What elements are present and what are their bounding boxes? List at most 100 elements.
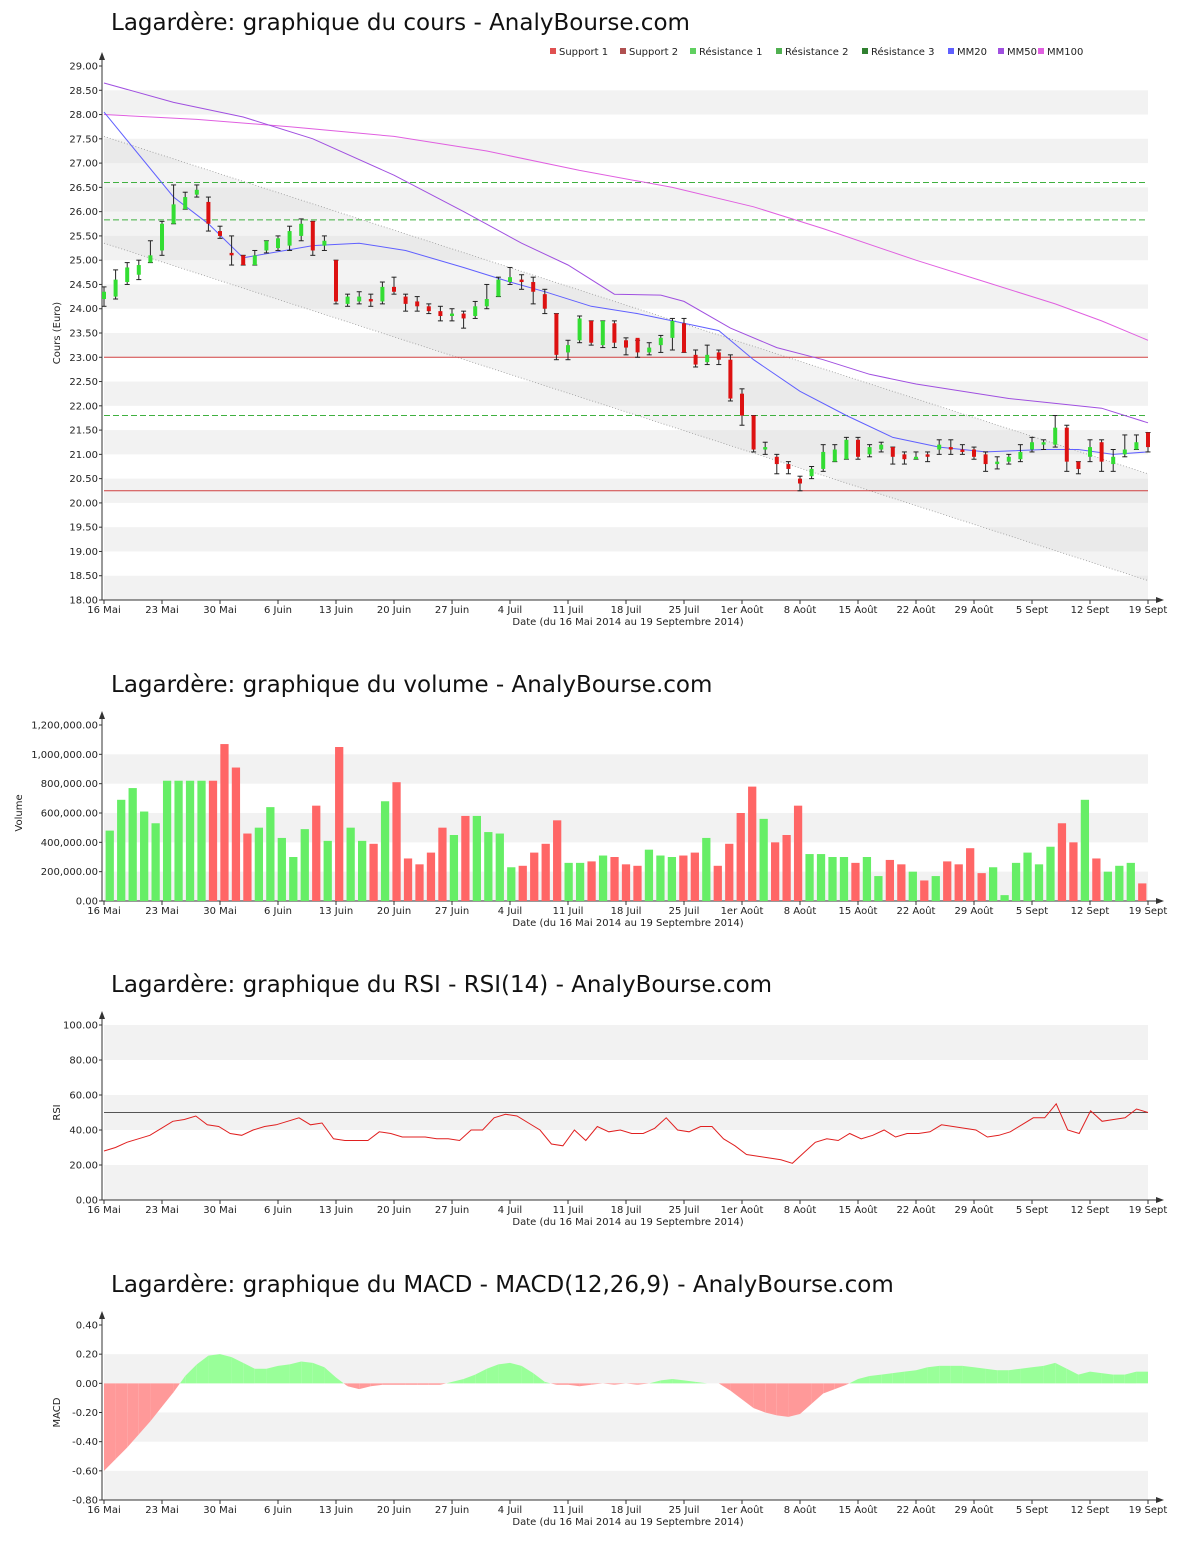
- macd-area-positive: [1043, 1362, 1056, 1384]
- macd-area-positive: [927, 1365, 940, 1384]
- macd-area-positive: [208, 1354, 220, 1384]
- macd-area-positive: [672, 1378, 684, 1384]
- volume-bar: [484, 832, 493, 901]
- candle-body: [1122, 449, 1127, 455]
- macd-area-positive: [254, 1368, 267, 1384]
- x-tick-label: 12 Sept: [1071, 605, 1110, 616]
- y-tick-label: 29.00: [69, 62, 98, 73]
- volume-bar: [518, 865, 527, 901]
- macd-area-negative: [417, 1383, 429, 1385]
- macd-area-positive: [231, 1357, 244, 1384]
- macd-area-negative: [150, 1383, 162, 1422]
- y-tick-label: 60.00: [69, 1091, 98, 1102]
- candle-body: [473, 306, 478, 317]
- x-tick-label: 20 Juin: [377, 605, 411, 616]
- y-tick-label: 25.50: [69, 231, 98, 242]
- volume-bar: [736, 813, 745, 901]
- candle-body: [798, 478, 802, 484]
- legend-swatch: [862, 48, 868, 54]
- price-chart-title: Lagardère: graphique du cours - AnalyBou…: [111, 10, 690, 36]
- macd-area-positive: [336, 1377, 344, 1384]
- macd-area-positive: [892, 1371, 905, 1384]
- volume-bar: [495, 833, 504, 901]
- candle-body: [102, 291, 106, 300]
- candle-body: [867, 447, 872, 455]
- x-tick-label: 5 Sept: [1016, 906, 1048, 917]
- macd-area-negative: [115, 1383, 128, 1460]
- candle-body: [519, 279, 524, 283]
- candle-body: [531, 282, 536, 292]
- macd-area-negative: [614, 1383, 626, 1385]
- candle-body: [345, 296, 350, 304]
- volume-bar: [358, 840, 367, 901]
- x-tick-label: 16 Mai: [87, 1205, 120, 1216]
- volume-bar: [254, 827, 264, 901]
- candle-body: [786, 464, 791, 469]
- candle-body: [1030, 442, 1034, 450]
- volume-bar: [185, 780, 195, 901]
- candle-body: [972, 449, 976, 457]
- candle-body: [1053, 427, 1058, 445]
- macd-area-positive: [1124, 1371, 1137, 1384]
- x-tick-label: 29 Août: [955, 1204, 994, 1216]
- candle-body: [948, 447, 953, 450]
- candle-body: [218, 231, 222, 236]
- macd-area-positive: [452, 1378, 464, 1384]
- y-tick-label: 200,000.00: [41, 867, 98, 878]
- macd-area-positive: [985, 1368, 998, 1384]
- volume-bar: [403, 858, 413, 901]
- candle-body: [160, 223, 164, 251]
- candle-body: [1146, 432, 1150, 448]
- x-tick-label: 5 Sept: [1016, 605, 1048, 616]
- x-tick-label: 11 Juil: [553, 906, 584, 917]
- macd-area-positive: [179, 1376, 186, 1384]
- x-tick-label: 27 Juin: [435, 1505, 469, 1516]
- macd-area-positive: [278, 1364, 290, 1384]
- macd-area-negative: [626, 1383, 638, 1385]
- x-tick-label: 4 Juil: [498, 1205, 522, 1216]
- candle-body: [705, 354, 710, 363]
- y-tick-label: 800,000.00: [41, 779, 98, 790]
- volume-bar: [1115, 865, 1124, 901]
- volume-bar: [943, 861, 952, 901]
- legend-swatch: [550, 48, 556, 54]
- volume-bar: [920, 880, 929, 901]
- candle-body: [914, 456, 918, 460]
- candle-body: [821, 451, 826, 469]
- candle-body: [879, 444, 884, 450]
- macd-area-negative: [568, 1383, 580, 1387]
- macd-area-negative: [173, 1383, 180, 1393]
- x-tick-label: 6 Juin: [264, 1205, 292, 1216]
- volume-bar: [575, 862, 585, 901]
- x-tick-label: 23 Mai: [145, 906, 178, 917]
- y-axis-arrow: [99, 52, 105, 60]
- macd-area-negative: [765, 1383, 777, 1416]
- candle-body: [299, 223, 304, 236]
- x-tick-label: 11 Juil: [553, 1505, 584, 1516]
- candle-body: [890, 447, 895, 457]
- plot-band: [104, 90, 1148, 115]
- rsi-chart-block: Lagardère: graphique du RSI - RSI(14) - …: [0, 960, 1200, 1250]
- macd-area-positive: [312, 1362, 325, 1384]
- y-tick-label: 23.50: [69, 329, 98, 340]
- volume-bar: [713, 865, 722, 901]
- volume-bar: [587, 861, 596, 901]
- volume-bar: [208, 780, 218, 901]
- macd-area-negative: [591, 1383, 603, 1385]
- x-tick-label: 12 Sept: [1071, 1505, 1110, 1516]
- candle-body: [902, 454, 907, 460]
- plot-band: [104, 527, 1148, 552]
- volume-bar: [667, 857, 677, 901]
- x-tick-label: 15 Août: [839, 604, 878, 616]
- y-axis-label: Cours (Euro): [52, 302, 63, 365]
- candle-body: [1041, 442, 1046, 445]
- macd-area-positive: [521, 1365, 534, 1384]
- candle-body: [1111, 456, 1116, 465]
- macd-area-negative: [776, 1383, 789, 1417]
- x-tick-label: 16 Mai: [87, 906, 120, 917]
- macd-area-positive: [684, 1380, 696, 1384]
- y-tick-label: 0.00: [76, 897, 98, 908]
- y-tick-label: 22.00: [69, 401, 98, 412]
- volume-bar: [369, 843, 378, 901]
- volume-bar: [633, 865, 642, 901]
